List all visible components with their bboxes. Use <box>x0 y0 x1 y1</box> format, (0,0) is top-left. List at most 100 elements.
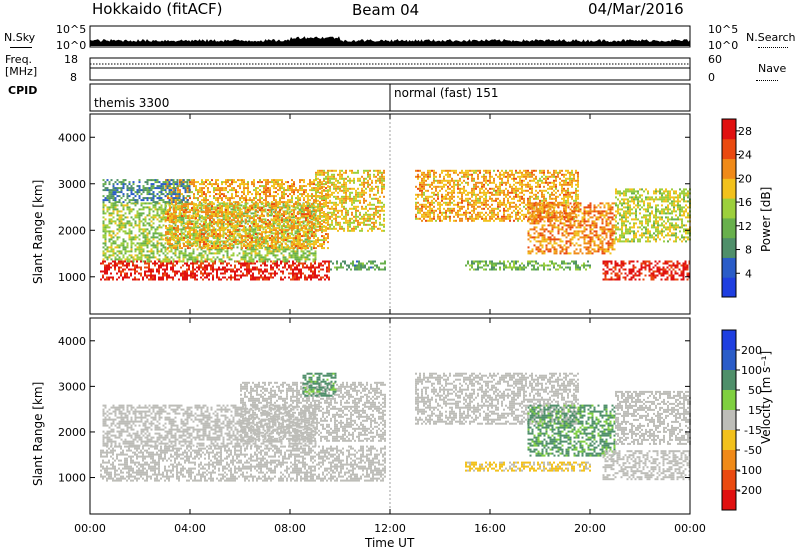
echo-cell <box>187 217 189 220</box>
echo-cell <box>154 276 156 279</box>
echo-cell <box>271 245 273 248</box>
echo-cell <box>343 185 345 188</box>
echo-cell <box>227 205 229 208</box>
echo-cell <box>375 209 377 212</box>
echo-cell <box>315 189 317 192</box>
echo-cell <box>315 187 317 190</box>
echo-cell <box>207 223 209 226</box>
echo-cell <box>307 243 309 246</box>
echo-cell <box>156 252 159 255</box>
echo-cell <box>126 202 129 205</box>
echo-cell <box>188 187 191 190</box>
echo-cell <box>332 262 334 265</box>
echo-cell <box>207 217 209 220</box>
echo-cell <box>180 252 183 255</box>
echo-cell <box>303 225 305 228</box>
echo-cell <box>167 243 169 246</box>
echo-cell <box>168 246 171 249</box>
echo-cell <box>343 183 345 186</box>
echo-cell <box>162 252 165 255</box>
echo-cell <box>293 213 295 216</box>
echo-cell <box>150 197 153 200</box>
echo-cell <box>321 227 323 230</box>
echo-cell <box>186 260 189 263</box>
echo-cell <box>256 276 258 279</box>
echo-cell <box>187 203 189 206</box>
echo-cell <box>148 274 150 277</box>
echo-cell <box>205 213 207 216</box>
echo-cell <box>273 195 275 198</box>
echo-cell <box>236 268 238 271</box>
echo-cell <box>106 258 109 261</box>
echo-cell <box>279 229 281 232</box>
echo-cell <box>104 234 107 237</box>
echo-cell <box>197 189 199 192</box>
echo-cell <box>273 245 275 248</box>
echo-cell <box>415 185 417 188</box>
echo-cell <box>309 195 311 198</box>
echo-cell <box>176 179 179 182</box>
echo-cell <box>305 209 307 212</box>
echo-cell <box>333 225 335 228</box>
echo-cell <box>136 210 139 213</box>
echo-cell <box>341 177 343 180</box>
echo-cell <box>164 201 167 204</box>
echo-cell <box>178 238 181 241</box>
echo-cell <box>295 227 297 230</box>
echo-cell <box>265 231 267 234</box>
echo-cell <box>268 250 271 253</box>
echo-cell <box>321 187 323 190</box>
echo-cell <box>162 274 164 277</box>
echo-cell <box>381 171 383 174</box>
echo-cell <box>383 209 385 212</box>
echo-cell <box>265 179 267 182</box>
echo-cell <box>261 215 263 218</box>
echo-cell <box>235 189 237 192</box>
echo-cell <box>370 266 372 269</box>
echo-cell <box>313 245 315 248</box>
echo-cell <box>246 262 248 265</box>
echo-cell <box>167 195 169 198</box>
echo-cell <box>232 230 235 233</box>
echo-cell <box>214 268 216 271</box>
echo-cell <box>234 206 237 209</box>
echo-cell <box>199 235 201 238</box>
echo-cell <box>269 237 271 240</box>
echo-cell <box>306 240 309 243</box>
echo-cell <box>202 272 204 275</box>
echo-cell <box>341 203 343 206</box>
echo-cell <box>124 199 127 202</box>
echo-cell <box>245 187 247 190</box>
echo-cell <box>371 213 373 216</box>
echo-cell <box>327 171 329 174</box>
echo-cell <box>148 179 151 182</box>
echo-cell <box>212 274 214 277</box>
echo-cell <box>158 276 160 279</box>
echo-cell <box>305 245 307 248</box>
echo-cell <box>212 206 215 209</box>
echo-cell <box>248 264 250 267</box>
echo-cell <box>152 262 154 265</box>
echo-cell <box>152 197 155 200</box>
echo-cell <box>224 270 226 273</box>
echo-cell <box>211 215 213 218</box>
echo-cell <box>287 225 289 228</box>
echo-cell <box>315 247 317 250</box>
echo-cell <box>226 252 229 255</box>
echo-cell <box>329 211 331 214</box>
echo-cell <box>106 272 108 275</box>
echo-cell <box>301 187 303 190</box>
echo-cell <box>146 187 149 190</box>
echo-cell <box>236 204 239 207</box>
echo-cell <box>108 268 110 271</box>
echo-cell <box>108 232 111 235</box>
echo-cell <box>280 248 283 251</box>
echo-cell <box>207 203 209 206</box>
echo-cell <box>267 231 269 234</box>
echo-cell <box>321 215 323 218</box>
echo-cell <box>284 276 286 279</box>
echo-cell <box>335 219 337 222</box>
echo-cell <box>128 181 131 184</box>
echo-cell <box>122 230 125 233</box>
echo-cell <box>274 250 277 253</box>
